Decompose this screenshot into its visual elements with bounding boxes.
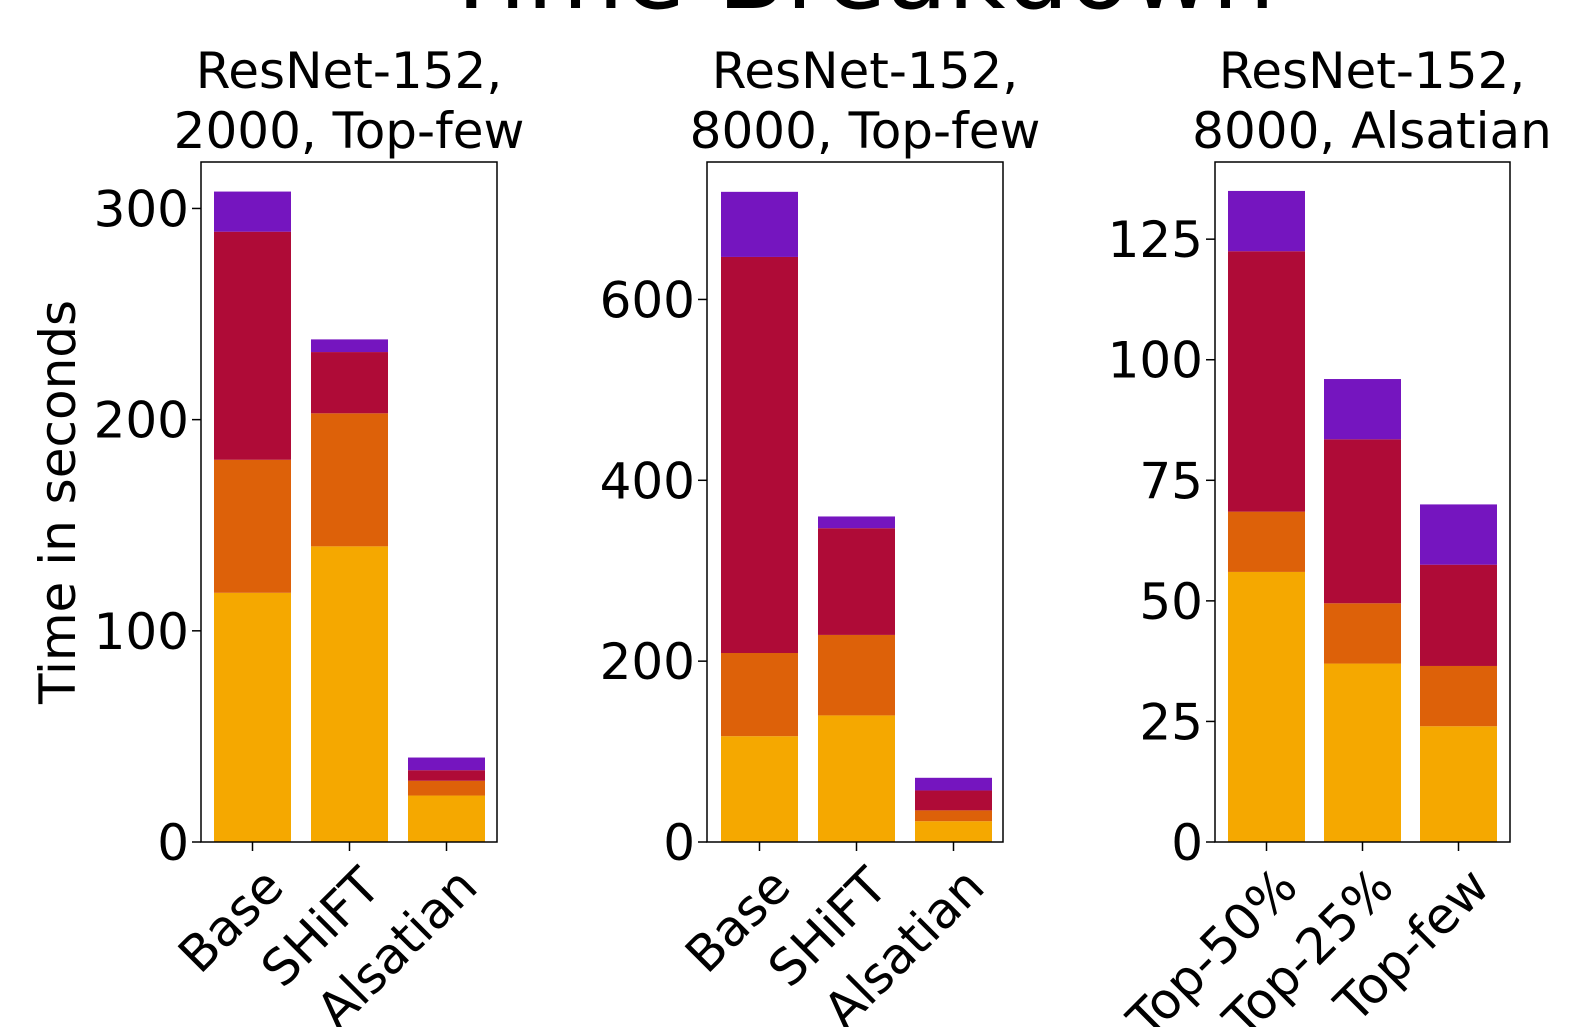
bar-top-50--segment-2 xyxy=(1228,512,1305,572)
y-tick-label: 100 xyxy=(1108,332,1203,390)
chart-panel-2: 0200400600BaseSHiFTAlsatianResNet-152,80… xyxy=(600,42,1041,1027)
panel-title-line-2: 8000, Top-few xyxy=(690,102,1041,160)
bar-base-segment-3 xyxy=(721,257,798,653)
bar-base-segment-1 xyxy=(721,736,798,842)
y-tick-label: 100 xyxy=(94,603,189,661)
y-tick-label: 0 xyxy=(157,814,189,872)
bar-top-few-segment-4 xyxy=(1420,504,1497,564)
y-axis-label: Time in seconds xyxy=(29,300,87,705)
bar-alsatian-segment-4 xyxy=(915,778,992,791)
bar-top-25--segment-4 xyxy=(1324,379,1401,439)
bar-top-few-segment-3 xyxy=(1420,565,1497,666)
bar-alsatian-segment-2 xyxy=(915,810,992,821)
y-tick-label: 75 xyxy=(1139,452,1203,510)
panel-title-line-1: ResNet-152, xyxy=(196,42,502,100)
bar-top-25--segment-1 xyxy=(1324,664,1401,842)
panel-title-line-2: 2000, Top-few xyxy=(174,102,525,160)
y-tick-label: 200 xyxy=(94,392,189,450)
chart-panel-3: 0255075100125Top-50%Top-25%Top-fewResNet… xyxy=(1108,42,1552,1027)
bar-top-50--segment-4 xyxy=(1228,191,1305,251)
bar-top-25--segment-2 xyxy=(1324,603,1401,663)
bar-alsatian-segment-2 xyxy=(408,781,485,796)
y-tick-label: 300 xyxy=(94,180,189,238)
bar-base-segment-2 xyxy=(721,653,798,736)
panel-title-line-1: ResNet-152, xyxy=(712,42,1018,100)
bar-base-segment-1 xyxy=(214,593,291,842)
bar-base-segment-4 xyxy=(721,192,798,257)
y-tick-label: 25 xyxy=(1139,693,1203,751)
y-tick-label: 600 xyxy=(600,271,695,329)
bar-top-few-segment-2 xyxy=(1420,666,1497,726)
bar-base-segment-2 xyxy=(214,460,291,593)
panel-title-line-2: 8000, Alsatian xyxy=(1192,102,1552,160)
y-tick-label: 0 xyxy=(663,814,695,872)
bar-shift-segment-1 xyxy=(818,715,895,842)
bar-shift-segment-4 xyxy=(311,339,388,352)
bar-top-50--segment-1 xyxy=(1228,572,1305,842)
y-tick-label: 125 xyxy=(1108,211,1203,269)
bar-alsatian-segment-3 xyxy=(408,770,485,781)
bar-shift-segment-3 xyxy=(818,528,895,635)
bar-alsatian-segment-3 xyxy=(915,790,992,810)
bar-alsatian-segment-1 xyxy=(408,796,485,842)
chart-panel-1: 0100200300BaseSHiFTAlsatianResNet-152,20… xyxy=(94,42,525,1027)
bar-top-25--segment-3 xyxy=(1324,439,1401,603)
bar-top-50--segment-3 xyxy=(1228,251,1305,511)
y-tick-label: 400 xyxy=(600,452,695,510)
figure-title: Time Breakdown xyxy=(440,0,1276,32)
bar-base-segment-3 xyxy=(214,232,291,460)
bar-shift-segment-2 xyxy=(311,413,388,546)
y-tick-label: 50 xyxy=(1139,573,1203,631)
y-tick-label: 0 xyxy=(1171,814,1203,872)
bar-base-segment-4 xyxy=(214,192,291,232)
bar-alsatian-segment-1 xyxy=(915,821,992,842)
bar-shift-segment-3 xyxy=(311,352,388,413)
y-tick-label: 200 xyxy=(600,633,695,691)
bar-shift-segment-1 xyxy=(311,546,388,842)
bar-top-few-segment-1 xyxy=(1420,726,1497,842)
bar-shift-segment-2 xyxy=(818,635,895,715)
panel-title-line-1: ResNet-152, xyxy=(1219,42,1525,100)
bar-alsatian-segment-4 xyxy=(408,758,485,771)
bar-shift-segment-4 xyxy=(818,516,895,528)
